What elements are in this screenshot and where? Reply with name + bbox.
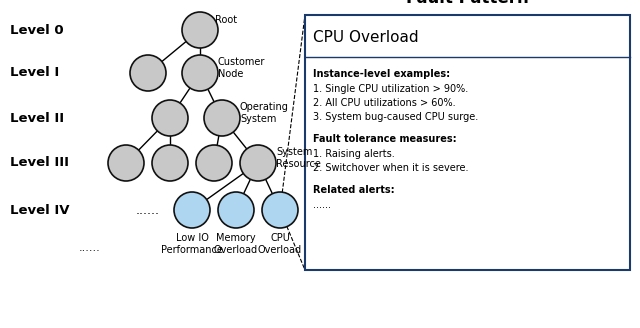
Text: Fault tolerance measures:: Fault tolerance measures:: [313, 134, 456, 144]
Text: Level II: Level II: [10, 112, 64, 125]
Text: 2. All CPU utilizations > 60%.: 2. All CPU utilizations > 60%.: [313, 98, 456, 108]
Text: 2. Switchover when it is severe.: 2. Switchover when it is severe.: [313, 163, 468, 173]
Text: CPU Overload: CPU Overload: [313, 30, 419, 45]
Text: ......: ......: [79, 243, 101, 253]
Circle shape: [152, 145, 188, 181]
Text: Level I: Level I: [10, 67, 60, 79]
Circle shape: [240, 145, 276, 181]
Text: Low IO
Performance: Low IO Performance: [161, 233, 223, 255]
Circle shape: [182, 12, 218, 48]
Circle shape: [262, 192, 298, 228]
Text: Root: Root: [215, 15, 237, 25]
Circle shape: [174, 192, 210, 228]
Circle shape: [204, 100, 240, 136]
Text: Fault Pattern: Fault Pattern: [406, 0, 529, 7]
Text: ......: ......: [136, 203, 160, 216]
Circle shape: [218, 192, 254, 228]
Text: Customer
Node: Customer Node: [218, 57, 266, 79]
Text: 3. System bug-caused CPU surge.: 3. System bug-caused CPU surge.: [313, 112, 478, 122]
Circle shape: [182, 55, 218, 91]
Circle shape: [152, 100, 188, 136]
Text: 1. Raising alerts.: 1. Raising alerts.: [313, 149, 395, 159]
Text: Level IV: Level IV: [10, 203, 70, 216]
Text: Level III: Level III: [10, 156, 69, 170]
Text: Memory
Overload: Memory Overload: [214, 233, 258, 255]
Text: System
Resource: System Resource: [276, 147, 321, 169]
Text: ......: ......: [313, 200, 331, 210]
Circle shape: [130, 55, 166, 91]
Text: Operating
System: Operating System: [240, 102, 289, 124]
Text: Instance-level examples:: Instance-level examples:: [313, 69, 450, 79]
Circle shape: [196, 145, 232, 181]
Text: CPU
Overload: CPU Overload: [258, 233, 302, 255]
Text: Related alerts:: Related alerts:: [313, 185, 395, 195]
FancyBboxPatch shape: [305, 15, 630, 270]
Text: Level 0: Level 0: [10, 24, 63, 36]
Text: 1. Single CPU utilization > 90%.: 1. Single CPU utilization > 90%.: [313, 84, 468, 94]
Circle shape: [108, 145, 144, 181]
